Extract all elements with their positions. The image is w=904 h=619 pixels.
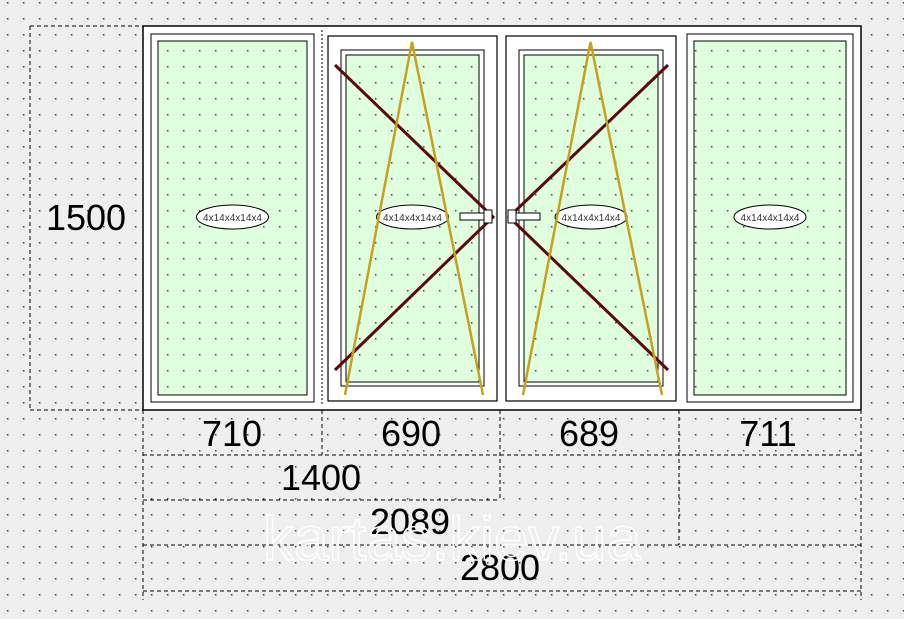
dimension-2800: 2800 (460, 547, 540, 588)
glass-spec-label-bubble (376, 204, 449, 230)
height-dimension: 1500 (46, 197, 126, 238)
glass-spec-label: 4x14x4x14x4 (203, 213, 262, 224)
pane-2: 4x14x4x14x4 (327, 35, 498, 402)
handle-icon (507, 209, 541, 224)
pane-1: 4x14x4x14x4 (150, 30, 323, 406)
width-dimension-pane-3: 689 (559, 413, 619, 454)
watermark: kartas.kiev.ua (263, 505, 641, 574)
pane-3: 4x14x4x14x4 (505, 35, 677, 402)
dimension-1400: 1400 (281, 457, 361, 498)
opening-direction-line (333, 63, 496, 372)
dimension-2089: 2089 (370, 501, 450, 542)
glazing-bead (150, 33, 315, 403)
glass-spec-label-bubble (733, 204, 807, 230)
tilt-direction-line (343, 41, 485, 396)
glazing-bead (686, 33, 854, 403)
dimension-lines (29, 25, 862, 600)
width-dimension-pane-2: 690 (381, 413, 441, 454)
tilt-direction-line (521, 41, 664, 396)
glass-spec-label: 4x14x4x14x4 (562, 213, 621, 224)
width-dimension-pane-4: 711 (739, 413, 796, 454)
width-dimension-pane-1: 710 (202, 413, 262, 454)
glass-spec-label: 4x14x4x14x4 (383, 213, 442, 224)
handle-icon (459, 209, 493, 224)
glass-spec-label-bubble (196, 204, 269, 230)
glass-spec-label: 4x14x4x14x4 (741, 213, 800, 224)
pane-4: 4x14x4x14x4 (686, 30, 862, 406)
